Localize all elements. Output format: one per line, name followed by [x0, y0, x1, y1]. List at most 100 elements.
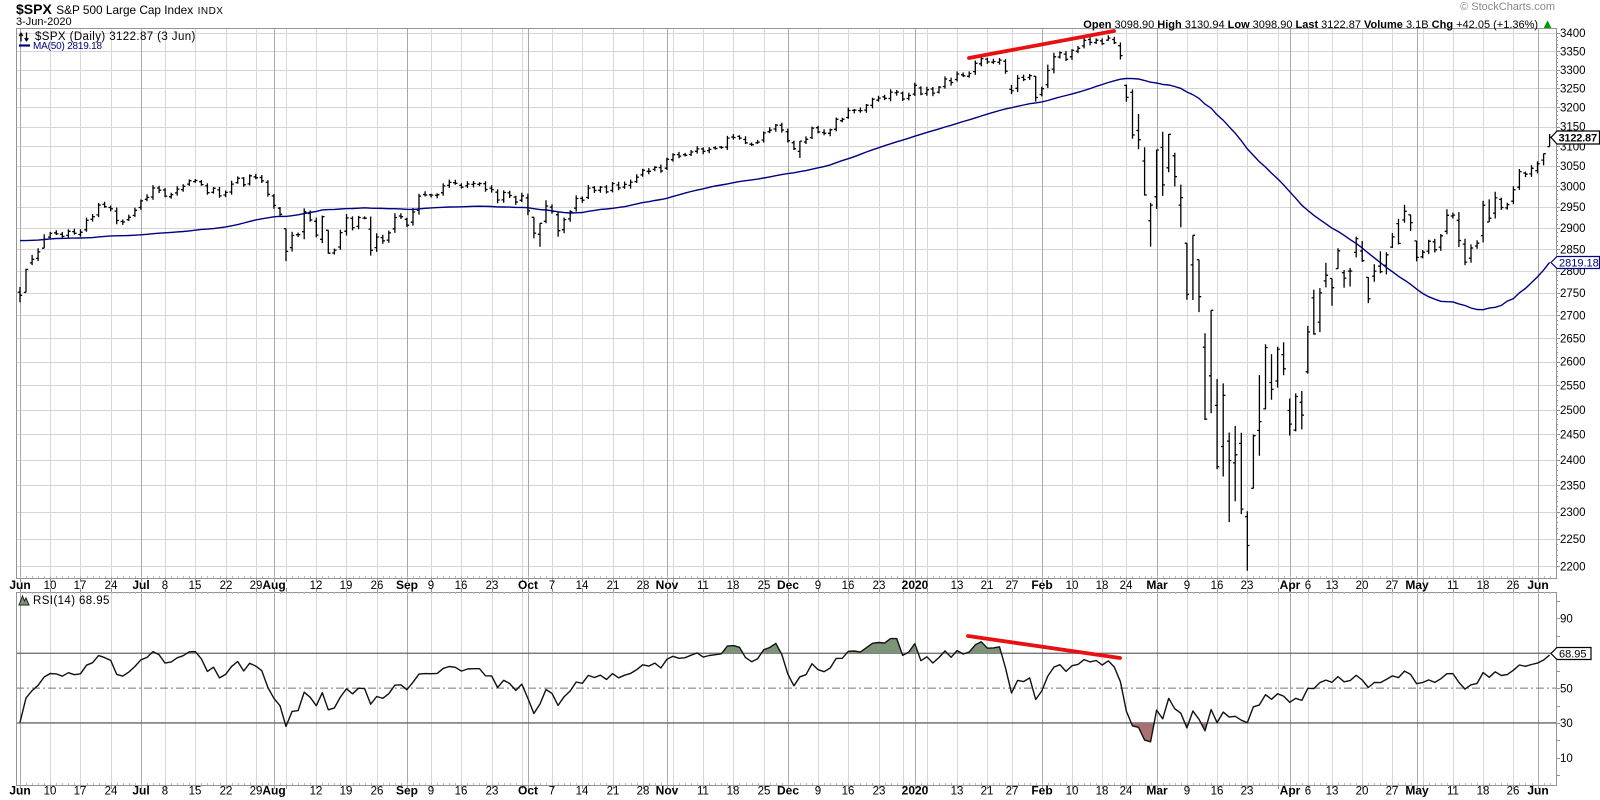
svg-text:9: 9 [428, 580, 434, 592]
svg-text:9: 9 [815, 785, 821, 797]
svg-text:2850: 2850 [1560, 244, 1586, 256]
svg-text:Feb: Feb [1031, 578, 1052, 592]
svg-text:May: May [1405, 783, 1429, 797]
svg-text:21: 21 [607, 580, 620, 592]
svg-text:2700: 2700 [1560, 311, 1586, 323]
svg-text:2350: 2350 [1560, 481, 1586, 493]
svg-text:24: 24 [105, 580, 118, 592]
svg-text:2450: 2450 [1560, 430, 1586, 442]
svg-text:May: May [1405, 578, 1429, 592]
svg-text:13: 13 [1326, 785, 1339, 797]
svg-text:17: 17 [74, 580, 87, 592]
svg-text:30: 30 [1560, 718, 1573, 730]
svg-text:20: 20 [1356, 580, 1369, 592]
svg-text:16: 16 [455, 580, 468, 592]
svg-text:18: 18 [1096, 785, 1109, 797]
svg-text:11: 11 [1447, 785, 1459, 797]
svg-text:3200: 3200 [1560, 102, 1586, 114]
svg-text:2950: 2950 [1560, 202, 1586, 214]
svg-text:16: 16 [1211, 580, 1224, 592]
svg-text:Sep: Sep [396, 578, 418, 592]
svg-text:16: 16 [1211, 785, 1224, 797]
svg-text:Aug: Aug [262, 783, 285, 797]
svg-text:9: 9 [1184, 580, 1190, 592]
svg-text:22: 22 [220, 785, 233, 797]
svg-text:18: 18 [727, 785, 740, 797]
svg-text:2600: 2600 [1560, 357, 1586, 369]
svg-text:16: 16 [842, 785, 855, 797]
svg-text:Jul: Jul [132, 783, 149, 797]
svg-text:13: 13 [951, 785, 964, 797]
svg-text:23: 23 [486, 785, 499, 797]
svg-text:2020: 2020 [902, 783, 929, 797]
svg-text:2750: 2750 [1560, 288, 1586, 300]
svg-text:18: 18 [1477, 785, 1490, 797]
svg-text:2500: 2500 [1560, 405, 1586, 417]
svg-text:18: 18 [727, 580, 740, 592]
svg-text:2200: 2200 [1560, 561, 1586, 573]
svg-text:21: 21 [607, 785, 620, 797]
svg-text:68.95: 68.95 [1559, 649, 1587, 661]
svg-text:21: 21 [981, 580, 994, 592]
svg-text:Oct: Oct [518, 783, 538, 797]
svg-text:15: 15 [189, 785, 202, 797]
svg-text:12: 12 [310, 785, 323, 797]
svg-text:Dec: Dec [777, 783, 799, 797]
svg-text:29: 29 [250, 785, 263, 797]
svg-text:23: 23 [1241, 580, 1254, 592]
svg-text:18: 18 [1477, 580, 1490, 592]
svg-text:3350: 3350 [1560, 46, 1586, 58]
svg-text:26: 26 [1507, 580, 1520, 592]
svg-text:Mar: Mar [1146, 578, 1168, 592]
svg-text:Apr: Apr [1280, 578, 1301, 592]
svg-text:Sep: Sep [396, 783, 418, 797]
svg-text:Aug: Aug [262, 578, 285, 592]
svg-text:15: 15 [189, 580, 202, 592]
svg-text:19: 19 [340, 785, 353, 797]
svg-text:3400: 3400 [1560, 28, 1586, 40]
svg-text:Jun: Jun [1527, 578, 1548, 592]
svg-text:50: 50 [1560, 683, 1573, 695]
svg-text:2550: 2550 [1560, 381, 1586, 393]
svg-text:11: 11 [697, 580, 709, 592]
svg-text:27: 27 [1386, 580, 1399, 592]
svg-text:26: 26 [371, 785, 384, 797]
svg-text:28: 28 [637, 785, 650, 797]
svg-text:25: 25 [758, 580, 771, 592]
svg-text:13: 13 [951, 580, 964, 592]
svg-text:19: 19 [340, 580, 353, 592]
svg-text:27: 27 [1006, 785, 1019, 797]
svg-text:26: 26 [371, 580, 384, 592]
svg-text:9: 9 [428, 785, 434, 797]
svg-text:10: 10 [1560, 753, 1573, 765]
svg-text:23: 23 [873, 785, 886, 797]
svg-text:22: 22 [220, 580, 233, 592]
svg-text:23: 23 [873, 580, 886, 592]
svg-text:10: 10 [1066, 580, 1079, 592]
svg-text:7: 7 [549, 580, 555, 592]
svg-text:2250: 2250 [1560, 534, 1586, 546]
svg-text:29: 29 [250, 580, 263, 592]
svg-text:Jul: Jul [132, 578, 149, 592]
svg-text:3300: 3300 [1560, 65, 1586, 77]
svg-text:2650: 2650 [1560, 333, 1586, 345]
svg-text:7: 7 [549, 785, 555, 797]
svg-text:8: 8 [162, 580, 168, 592]
svg-text:11: 11 [697, 785, 709, 797]
svg-text:9: 9 [1184, 785, 1190, 797]
svg-text:21: 21 [981, 785, 994, 797]
svg-text:27: 27 [1006, 580, 1019, 592]
svg-text:10: 10 [44, 580, 57, 592]
svg-text:2900: 2900 [1560, 223, 1586, 235]
svg-text:25: 25 [758, 785, 771, 797]
svg-text:16: 16 [842, 580, 855, 592]
svg-text:2819.18: 2819.18 [1559, 258, 1599, 270]
svg-text:23: 23 [1241, 785, 1254, 797]
svg-text:13: 13 [1326, 580, 1339, 592]
svg-text:2300: 2300 [1560, 507, 1586, 519]
svg-text:Oct: Oct [518, 578, 538, 592]
svg-text:Feb: Feb [1031, 783, 1052, 797]
svg-text:90: 90 [1560, 614, 1573, 626]
svg-text:17: 17 [74, 785, 87, 797]
svg-text:10: 10 [1066, 785, 1079, 797]
